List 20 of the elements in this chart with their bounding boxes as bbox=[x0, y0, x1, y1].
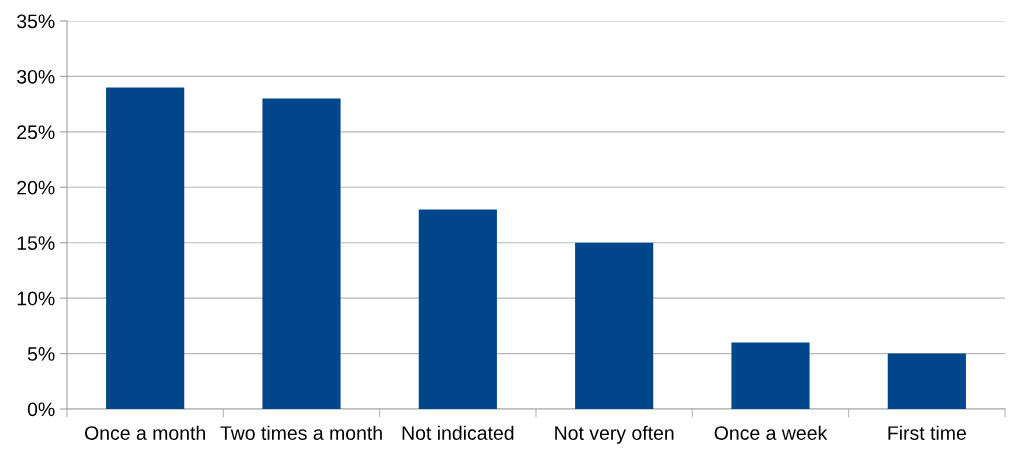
bar bbox=[418, 209, 497, 409]
bar bbox=[887, 353, 966, 409]
y-tick-label: 25% bbox=[17, 125, 55, 140]
y-tick-label: 20% bbox=[17, 180, 55, 195]
bar bbox=[731, 342, 810, 409]
x-tick-label: Not indicated bbox=[402, 425, 514, 440]
bar bbox=[106, 87, 185, 409]
x-tick-label: First time bbox=[888, 425, 966, 440]
y-tick-label: 30% bbox=[17, 69, 55, 84]
x-tick-label: Two times a month bbox=[220, 425, 382, 440]
y-tick-label: 0% bbox=[27, 402, 55, 417]
bar bbox=[575, 242, 654, 409]
y-tick-label: 15% bbox=[17, 236, 55, 250]
bar bbox=[262, 98, 341, 409]
x-tick-label: Once a month bbox=[85, 425, 205, 440]
y-tick-label: 10% bbox=[17, 291, 55, 306]
y-tick-label: 5% bbox=[27, 347, 55, 361]
y-tick-label: 35% bbox=[17, 14, 55, 29]
x-tick-label: Not very often bbox=[555, 425, 674, 444]
x-tick-label: Once a week bbox=[714, 425, 828, 440]
